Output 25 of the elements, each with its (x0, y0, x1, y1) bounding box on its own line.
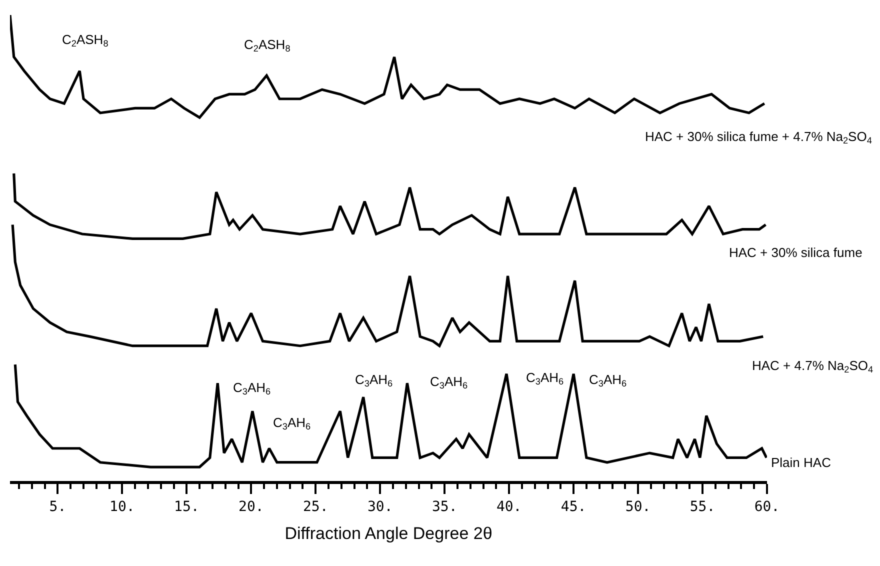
annotation: C$_{3}$AH$_{6}$ (430, 374, 468, 391)
series-label: HAC + 4.7% Na$_{2}$SO$_{4}$ (752, 358, 874, 375)
annotation: C$_{2}$ASH$_{8}$ (62, 32, 108, 49)
series-label: Plain HAC (771, 455, 831, 470)
annotation: C$_{2}$ASH$_{8}$ (244, 37, 290, 54)
x-tick-label: 35. (432, 498, 458, 515)
x-tick-label: 10. (110, 498, 135, 515)
annotation: C$_{3}$AH$_{6}$ (355, 372, 393, 389)
annotation: C$_{3}$AH$_{6}$ (589, 372, 627, 389)
series-label: HAC + 30% silica fume + 4.7% Na$_{2}$SO$_{4}$ (645, 129, 872, 146)
x-tick-label: 60. (754, 498, 780, 515)
x-tick-label: 15. (174, 498, 200, 515)
annotation: C$_{3}$AH$_{6}$ (526, 370, 564, 387)
annotation: C$_{3}$AH$_{6}$ (273, 415, 311, 432)
x-tick-label: 45. (560, 498, 586, 515)
x-tick-label: 55. (690, 498, 716, 515)
series-label: HAC + 30% silica fume (729, 245, 862, 260)
x-tick-label: 25. (302, 498, 328, 515)
x-tick-label: 40. (496, 498, 522, 515)
x-tick-label: 50. (625, 498, 651, 515)
x-tick-label: 30. (367, 498, 393, 515)
x-axis-title: Diffraction Angle Degree 2θ (284, 524, 492, 544)
x-tick-label: 5. (49, 498, 66, 515)
x-tick-label: 20. (238, 498, 264, 515)
annotation: C$_{3}$AH$_{6}$ (233, 380, 271, 397)
